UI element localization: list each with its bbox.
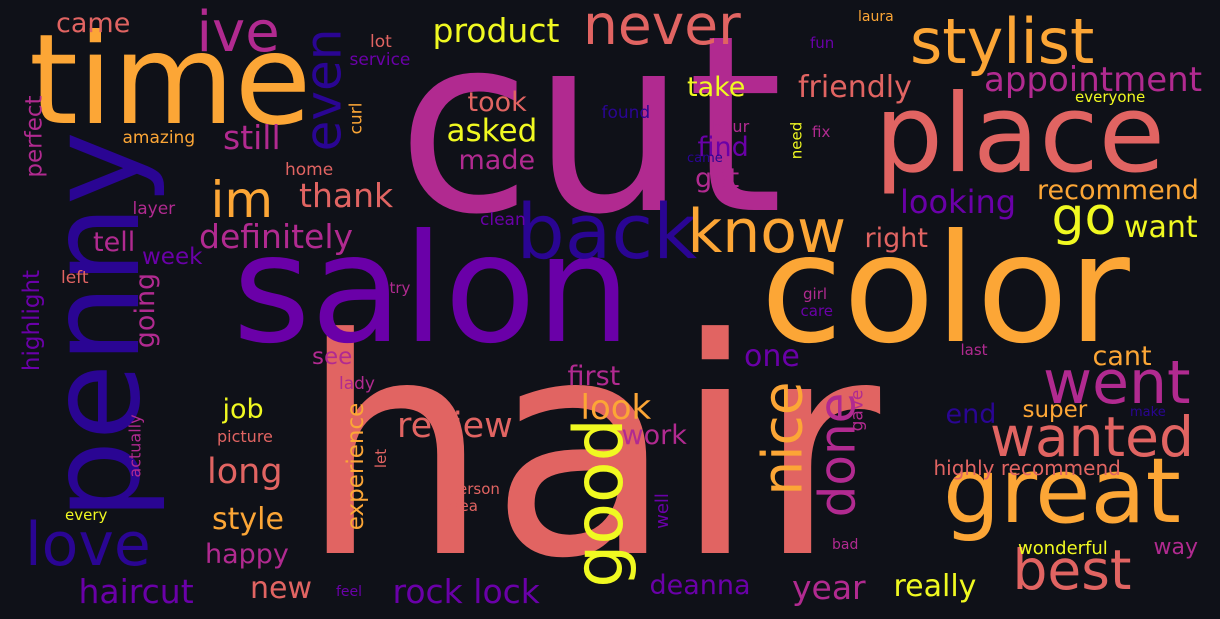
word-43: first (567, 360, 621, 392)
word-89: picture (217, 427, 273, 446)
word-28: asked (446, 112, 538, 149)
word-58: super (1022, 396, 1088, 423)
word-6: place (874, 72, 1166, 197)
word-2: salon (232, 203, 632, 377)
word-63: see (312, 343, 353, 370)
word-14: wanted (990, 404, 1194, 469)
word-13: went (1043, 348, 1191, 418)
word-73: layer (132, 198, 176, 219)
word-29: made (458, 144, 536, 176)
word-66: perfect (21, 94, 48, 178)
word-79: fun (810, 33, 835, 52)
word-19: im (210, 171, 274, 229)
word-95: feel (336, 584, 363, 600)
word-83: try (389, 278, 411, 297)
word-48: job (222, 393, 264, 425)
word-80: laura (858, 9, 894, 25)
word-61: wonderful (1018, 538, 1108, 559)
word-41: one (744, 339, 800, 374)
word-36: week (142, 243, 203, 270)
word-38: recommend (1037, 174, 1199, 206)
word-1: cut (397, 0, 784, 268)
word-96: bad (832, 537, 859, 553)
word-90: let (371, 448, 390, 468)
word-24: appointment (984, 60, 1203, 100)
word-50: happy (205, 538, 289, 570)
word-46: work (621, 419, 687, 451)
word-57: end (945, 398, 997, 430)
word-9: back (516, 187, 698, 276)
word-56: really (893, 569, 977, 604)
word-40: right (864, 222, 928, 254)
word-25: friendly (798, 70, 912, 105)
word-20: go (1051, 187, 1117, 247)
word-15: best (1012, 537, 1132, 602)
word-93: well (651, 493, 673, 529)
word-82: left (61, 267, 89, 288)
word-16: never (583, 0, 741, 57)
word-62: going (129, 272, 161, 348)
word-37: looking (900, 183, 1017, 221)
word-3: color (760, 203, 1130, 377)
word-85: care (800, 301, 834, 320)
word-69: service (349, 49, 411, 70)
word-59: highly recommend (933, 456, 1121, 480)
word-55: year (792, 567, 866, 607)
word-98: make (1130, 404, 1166, 420)
word-87: lady (339, 373, 375, 394)
word-5: time (29, 7, 312, 153)
word-35: tell (93, 226, 136, 258)
word-32: still (223, 117, 281, 157)
word-91: person (448, 479, 500, 498)
word-23: product (432, 10, 560, 50)
word-77: need (787, 121, 806, 159)
word-86: last (960, 340, 988, 359)
word-74: clean (480, 209, 526, 230)
word-99: came (687, 150, 723, 166)
word-70: amazing (122, 127, 196, 148)
word-7: great (943, 439, 1181, 544)
word-34: definitely (199, 216, 354, 256)
word-44: look (580, 388, 652, 428)
word-31: got (695, 162, 740, 194)
word-30: find (697, 131, 749, 163)
word-60: way (1153, 535, 1199, 560)
word-11: love (25, 510, 151, 580)
word-78: fix (812, 122, 831, 141)
word-76: hour (712, 117, 750, 136)
word-17: ive (196, 0, 280, 65)
word-84: girl (803, 284, 828, 303)
word-45: review (397, 405, 513, 446)
word-64: experience (342, 402, 369, 530)
word-72: home (285, 159, 334, 180)
word-47: long (207, 451, 283, 492)
word-88: actually (125, 414, 145, 478)
word-26: take (687, 71, 746, 103)
word-81: everyone (1075, 87, 1146, 106)
word-54: deanna (649, 569, 751, 601)
word-92: area (444, 496, 478, 515)
word-53: rock lock (392, 571, 540, 611)
word-75: found (601, 102, 651, 123)
word-65: highlight (18, 269, 45, 371)
word-10: stylist (910, 5, 1095, 78)
word-52: new (250, 571, 313, 606)
word-67: came (56, 7, 131, 39)
word-97: gave (847, 389, 868, 431)
word-42: cant (1092, 340, 1152, 372)
word-49: style (212, 502, 284, 537)
word-94: every (65, 505, 108, 524)
word-33: thank (299, 175, 394, 215)
word-51: haircut (78, 571, 194, 611)
word-12: know (687, 197, 847, 267)
word-71: curl (346, 102, 367, 134)
word-39: want (1124, 210, 1198, 245)
word-0: hair (299, 275, 881, 619)
word-68: lot (370, 31, 392, 52)
word-21: nice (750, 380, 815, 496)
word-27: took (467, 86, 527, 118)
word-18: even (293, 28, 352, 152)
